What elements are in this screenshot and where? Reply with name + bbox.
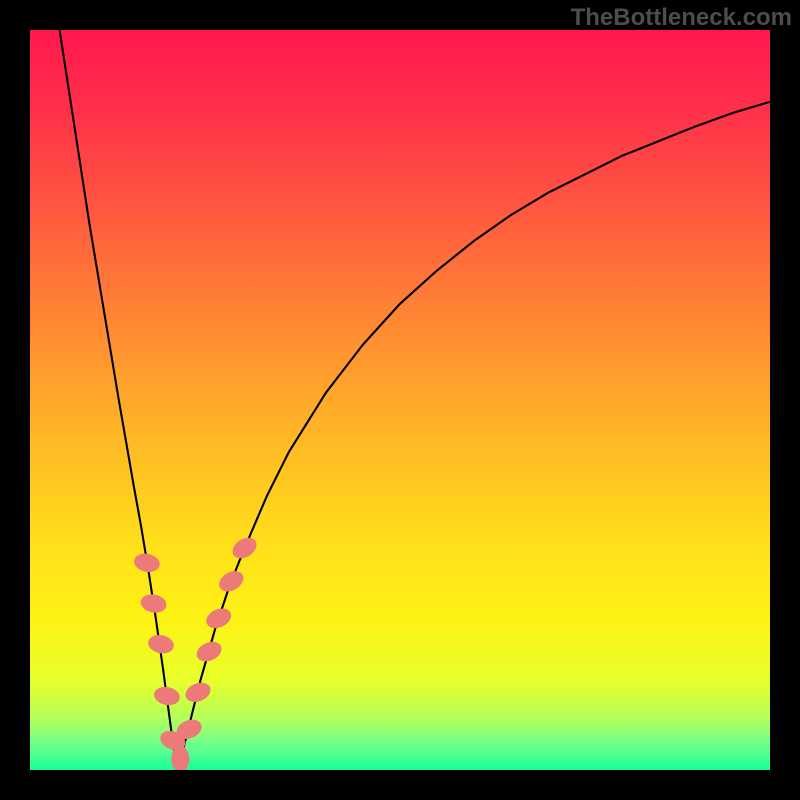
plot-area <box>30 30 770 770</box>
watermark-text: TheBottleneck.com <box>571 4 792 32</box>
bottleneck-chart <box>30 30 770 770</box>
chart-container: TheBottleneck.com <box>0 0 800 800</box>
